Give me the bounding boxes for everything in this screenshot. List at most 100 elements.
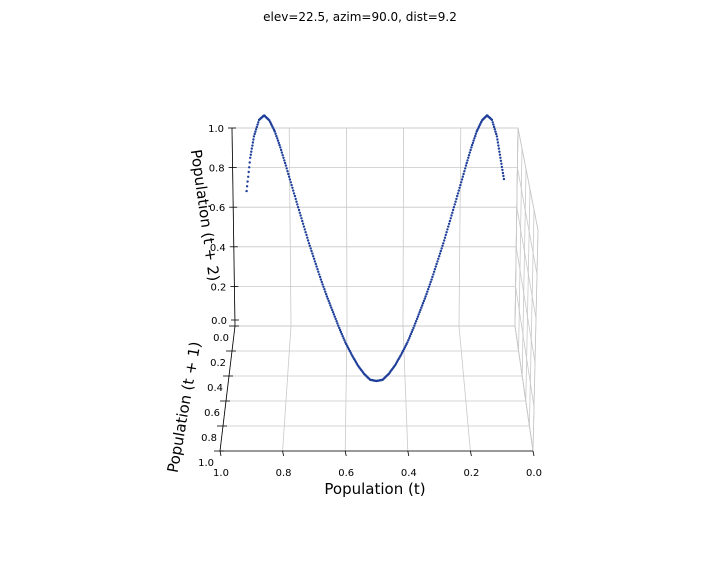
back-grid-x [288,127,292,327]
data-point [472,139,475,142]
data-point [408,335,412,338]
data-point [254,128,258,131]
axes [219,127,533,452]
data-point [413,324,416,327]
back-grid-x [402,127,405,327]
data-point [490,118,494,122]
data-point [253,132,256,136]
side-grid-y [514,127,519,327]
data-point [465,161,468,165]
data-point [497,144,500,147]
x-tick-label: 0.4 [401,468,417,479]
data-point [248,166,251,169]
data-point [335,320,338,323]
data-point [290,183,293,187]
data-point [319,278,323,281]
data-point [308,244,311,247]
data-point [440,247,443,250]
data-point [281,154,284,157]
data-point [246,180,249,183]
z-tick-label: 0.2 [210,282,226,293]
data-point [315,265,318,268]
data-point [502,177,506,181]
data-point [467,156,470,159]
z-tick-label: 0.8 [209,164,225,175]
data-point [313,260,317,263]
data-point [432,273,435,276]
back-grid-x [345,127,348,327]
data-point [247,175,250,178]
side-grid-y [518,148,523,352]
data-point [491,121,494,124]
ticks: 1.0 0.8 0.6 0.4 0.2 0.0 0.0 0.2 0.4 0.6 0.8 1.0 0.0 0… [198,124,542,479]
data-point [296,206,300,209]
data-point [418,311,421,314]
data-point [426,290,429,293]
data-point [424,295,427,298]
y-axis-line [219,325,236,452]
y-tick-label: 0.0 [213,333,229,344]
side-grid-z [514,325,534,452]
data-point [471,141,475,145]
data-point [427,288,430,291]
data-point [493,128,496,131]
data-point [428,283,432,286]
data-point [470,146,473,149]
x-tick [282,450,284,457]
data-point [463,170,466,173]
data-point [299,214,302,217]
grid-lines [219,127,539,452]
data-point [251,144,254,147]
x-tick [219,450,222,457]
data-point [329,304,332,307]
data-point [250,150,253,153]
data-point [427,285,431,288]
data-point [316,268,319,271]
data-point [318,273,321,276]
data-point [500,162,503,165]
data-point [469,148,472,152]
data-point [492,125,496,129]
z-axis-line [231,127,236,327]
data-point [249,156,252,159]
data-point [320,280,323,284]
data-point [314,262,317,266]
data-point [501,171,505,175]
scatter-points [245,114,506,383]
data-point [300,217,303,220]
data-point [450,214,453,217]
data-point [341,335,344,338]
data-point [279,146,282,149]
data-point [256,123,259,126]
data-point [417,313,420,316]
data-point [282,156,285,159]
data-point [278,143,281,147]
data-point [411,328,414,332]
data-point [438,252,442,255]
x-tick [344,450,347,457]
data-point [429,280,432,284]
side-grid-y [525,189,531,402]
data-point [310,249,313,253]
data-point [442,242,445,245]
data-point [421,302,425,305]
z-tick-label: 0.4 [210,243,226,254]
data-point [252,135,256,138]
data-point [451,211,454,214]
data-point [252,138,255,141]
data-point [312,255,315,258]
data-point [303,228,306,231]
data-point [406,341,409,344]
data-point [333,315,336,318]
data-point [301,222,305,225]
side-pane [514,127,539,452]
data-point [407,339,410,342]
data-point [318,275,322,279]
data-point [325,295,329,298]
side-grid-z [515,286,535,407]
floor-pane [219,325,534,452]
data-point [301,219,304,223]
data-point [277,141,280,145]
data-point [451,208,455,212]
